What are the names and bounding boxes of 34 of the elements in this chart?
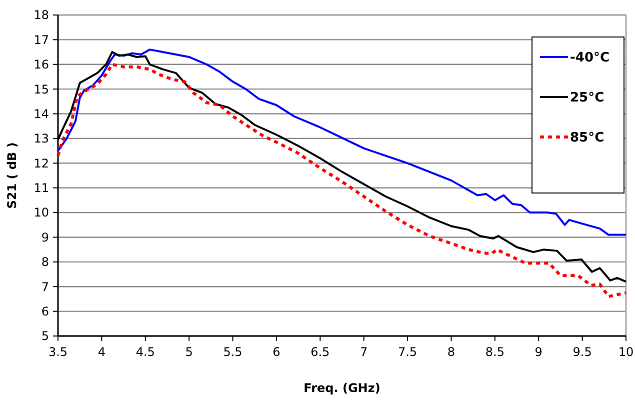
- x-tick-label: 5: [185, 345, 193, 359]
- y-axis-title: S21 ( dB ): [5, 142, 19, 209]
- y-tick-label: 13: [34, 132, 49, 146]
- x-tick-label: 6: [272, 345, 280, 359]
- y-tick-label: 17: [34, 32, 49, 47]
- y-tick-label: 10: [34, 206, 49, 220]
- legend-label: 85°C: [570, 130, 604, 146]
- y-tick-label: 12: [34, 156, 49, 170]
- line-series: [57, 48, 627, 236]
- x-tick-label: 5.5: [223, 345, 242, 359]
- x-tick-label: 10: [618, 345, 634, 359]
- x-tick-label: 9: [534, 345, 542, 359]
- y-tick-label: 9: [41, 230, 49, 244]
- x-axis-title: Freq. (GHz): [304, 381, 380, 395]
- y-tick-label: 6: [41, 304, 49, 319]
- x-tick-label: 4.5: [136, 345, 155, 359]
- x-tick-label: 7.5: [398, 345, 418, 359]
- y-tick-label: 7: [41, 280, 49, 294]
- y-tick-label: 8: [41, 255, 49, 270]
- y-tick-label: 14: [34, 106, 49, 121]
- x-tick-label: 9.5: [572, 345, 592, 359]
- x-tick-label: 7: [360, 345, 368, 359]
- y-tick-label: 18: [34, 8, 49, 22]
- y-tick-label: 15: [34, 82, 49, 96]
- legend-label: 25°C: [570, 90, 604, 106]
- x-tick-label: 6.5: [310, 345, 330, 359]
- x-tick-label: 4: [98, 345, 106, 359]
- x-tick-label: 3.5: [48, 345, 68, 359]
- y-tick-label: 11: [34, 181, 49, 196]
- y-tick-label: 16: [34, 58, 49, 72]
- y-tick-label: 5: [41, 329, 49, 344]
- x-tick-label: 8: [447, 345, 456, 359]
- x-tick-label: 8.5: [485, 345, 504, 359]
- legend-label: -40°C: [570, 50, 610, 66]
